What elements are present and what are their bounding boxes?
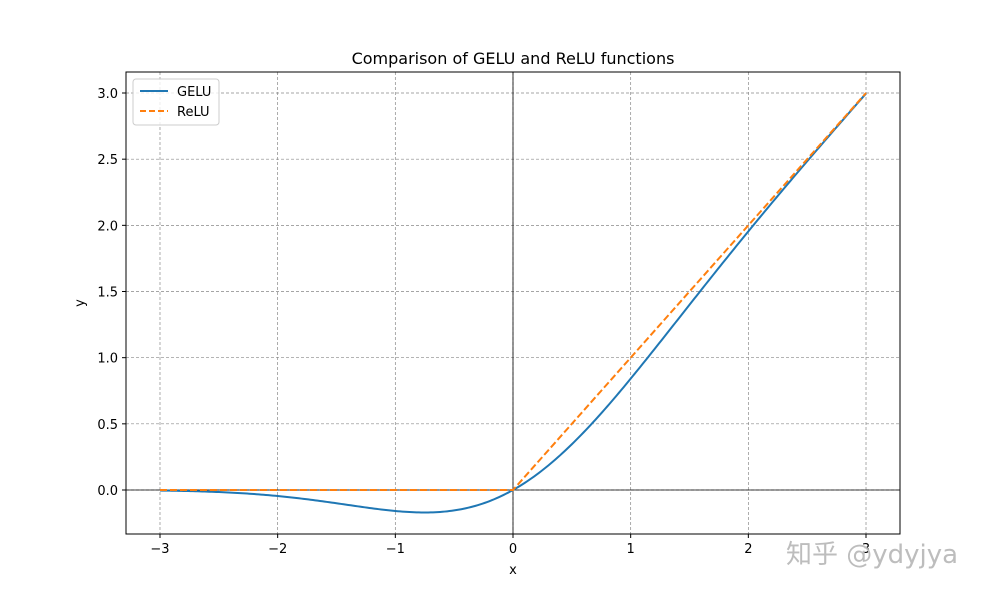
- svg-text:3.0: 3.0: [97, 87, 118, 102]
- svg-text:1.5: 1.5: [97, 286, 118, 301]
- series-lines: [159, 92, 867, 514]
- svg-text:2: 2: [744, 542, 752, 557]
- chart-title: Comparison of GELU and ReLU functions: [352, 49, 675, 68]
- x-axis-label: x: [509, 563, 517, 578]
- svg-text:3: 3: [862, 542, 870, 557]
- svg-text:0: 0: [509, 542, 517, 557]
- svg-text:1: 1: [627, 542, 635, 557]
- svg-text:−3: −3: [150, 542, 169, 557]
- svg-text:1.0: 1.0: [97, 352, 118, 367]
- svg-text:2.5: 2.5: [97, 153, 118, 168]
- svg-text:2.0: 2.0: [97, 219, 118, 234]
- svg-text:−2: −2: [268, 542, 287, 557]
- svg-text:−1: −1: [386, 542, 405, 557]
- y-axis-ticks: 0.0 0.5 1.0 1.5 2.0 2.5 3.0: [97, 87, 126, 499]
- relu-line: [159, 92, 867, 491]
- watermark: 知乎 @ydyjya: [786, 540, 958, 570]
- legend: GELU ReLU: [132, 78, 220, 126]
- svg-text:0.0: 0.0: [97, 484, 118, 499]
- x-axis-ticks: −3 −2 −1 0 1 2 3: [150, 534, 870, 557]
- svg-text:0.5: 0.5: [97, 418, 118, 433]
- legend-gelu-label: GELU: [177, 85, 211, 100]
- y-axis-label: y: [73, 299, 88, 307]
- legend-relu-label: ReLU: [177, 105, 210, 120]
- zero-axes: [126, 72, 900, 534]
